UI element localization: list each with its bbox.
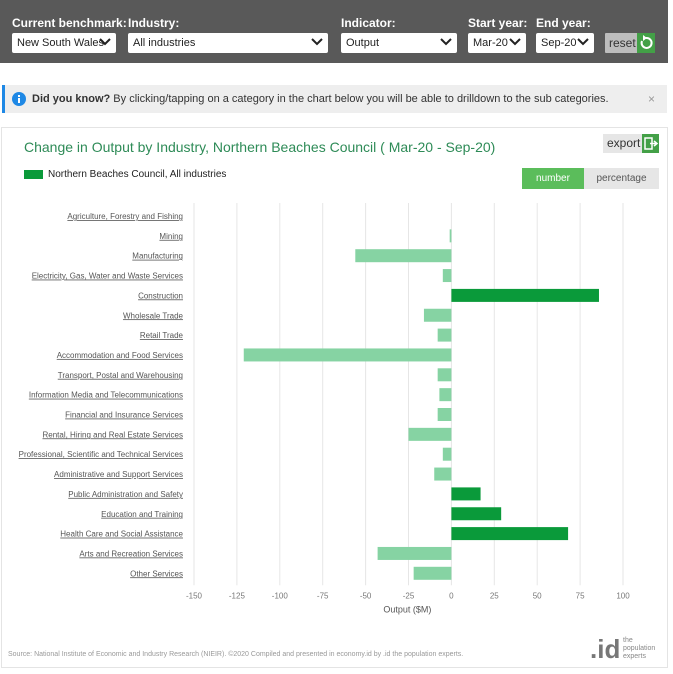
x-tick-label: -50 [360, 591, 372, 600]
bar[interactable] [451, 527, 569, 541]
source-note: Source: National Institute of Economic a… [8, 651, 464, 658]
indicator-label: Indicator: [341, 16, 396, 30]
bar[interactable] [451, 487, 481, 501]
category-label[interactable]: Financial and Insurance Services [65, 411, 183, 420]
percentage-toggle[interactable]: percentage [584, 168, 659, 189]
end-year-value: Sep-20 [541, 37, 577, 49]
category-label[interactable]: Retail Trade [140, 331, 184, 340]
id-logo: .id the population experts [590, 634, 660, 664]
bar[interactable] [451, 288, 599, 302]
bar-chart: -150 -125 -100 -75 -50 -25 0 25 50 75 100 Agricultu… [19, 203, 630, 614]
x-tick-label: 75 [576, 591, 585, 600]
chevron-down-icon [99, 38, 111, 46]
x-tick-label: -100 [272, 591, 289, 600]
export-button[interactable]: export [603, 134, 659, 153]
category-label[interactable]: Agriculture, Forestry and Fishing [67, 212, 183, 221]
indicator-value: Output [346, 37, 380, 49]
bar[interactable] [442, 269, 452, 283]
filter-bar: Current benchmark: New South Wales Indus… [0, 0, 668, 63]
chevron-down-icon [509, 38, 521, 46]
chevron-down-icon [577, 38, 589, 46]
end-year-select[interactable]: Sep-20 [536, 33, 594, 53]
industry-label: Industry: [128, 16, 180, 30]
start-year-label: Start year: [468, 16, 528, 30]
category-label[interactable]: Health Care and Social Assistance [60, 530, 183, 539]
close-icon[interactable]: × [647, 92, 655, 106]
industry-select[interactable]: All industries [128, 33, 328, 53]
end-year-label: End year: [536, 16, 591, 30]
bar[interactable] [442, 447, 452, 461]
bar[interactable] [437, 328, 452, 342]
industry-value: All industries [133, 37, 196, 49]
notice-accent [2, 85, 5, 113]
category-label[interactable]: Education and Training [101, 510, 183, 519]
notice-text: Did you know? By clicking/tapping on a c… [32, 93, 609, 105]
x-axis-title: Output ($M) [383, 604, 431, 614]
bar[interactable] [434, 467, 452, 481]
category-label[interactable]: Information Media and Telecommunications [29, 391, 183, 400]
refresh-icon [637, 33, 655, 53]
x-tick-label: 100 [616, 591, 630, 600]
drilldown-notice: Did you know? By clicking/tapping on a c… [2, 85, 667, 113]
legend-label: Northern Beaches Council, All industries [48, 169, 227, 180]
number-toggle[interactable]: number [522, 168, 584, 189]
bar[interactable] [423, 308, 452, 322]
category-label[interactable]: Wholesale Trade [123, 311, 184, 320]
bar[interactable] [451, 507, 502, 521]
category-label[interactable]: Mining [159, 232, 183, 241]
bar[interactable] [408, 427, 452, 441]
indicator-select[interactable]: Output [341, 33, 457, 53]
x-tick-label: 0 [449, 591, 454, 600]
category-label[interactable]: Other Services [130, 569, 183, 578]
export-label: export [607, 136, 641, 150]
bar[interactable] [437, 368, 452, 382]
x-tick-label: 50 [533, 591, 542, 600]
category-label[interactable]: Accommodation and Food Services [57, 351, 183, 360]
chart-panel [1, 127, 668, 668]
start-year-value: Mar-20 [473, 37, 508, 49]
chevron-down-icon [440, 38, 452, 46]
category-label[interactable]: Transport, Postal and Warehousing [58, 371, 183, 380]
chart-title: Change in Output by Industry, Northern B… [24, 139, 496, 155]
notice-title: Did you know? [32, 93, 111, 105]
x-tick-label: 25 [490, 591, 499, 600]
info-icon [12, 92, 26, 106]
logo-tagline-2: population [623, 645, 655, 652]
category-label[interactable]: Arts and Recreation Services [79, 549, 183, 558]
bar[interactable] [377, 546, 452, 560]
chevron-down-icon [311, 38, 323, 46]
benchmark-select[interactable]: New South Wales [12, 33, 116, 53]
category-label[interactable]: Electricity, Gas, Water and Waste Servic… [32, 272, 183, 281]
bar[interactable] [243, 348, 452, 362]
logo-tagline-3: experts [623, 653, 646, 660]
x-tick-label: -25 [403, 591, 415, 600]
x-tick-label: -75 [317, 591, 329, 600]
logo-mark: .id [590, 634, 620, 662]
reset-label: reset [609, 36, 636, 50]
x-tick-label: -125 [229, 591, 246, 600]
start-year-select[interactable]: Mar-20 [468, 33, 526, 53]
legend-swatch [24, 170, 43, 179]
category-label[interactable]: Rental, Hiring and Real Estate Services [42, 430, 183, 439]
bar[interactable] [437, 408, 452, 421]
category-label[interactable]: Public Administration and Safety [68, 490, 183, 499]
category-label[interactable]: Professional, Scientific and Technical S… [19, 450, 183, 459]
bar[interactable] [449, 229, 452, 243]
export-icon [642, 134, 659, 153]
category-label[interactable]: Construction [138, 291, 183, 300]
notice-body: By clicking/tapping on a category in the… [113, 93, 609, 105]
x-tick-label: -150 [186, 591, 203, 600]
bar[interactable] [355, 249, 452, 263]
benchmark-value: New South Wales [17, 37, 105, 49]
bar[interactable] [413, 566, 452, 580]
category-label[interactable]: Manufacturing [132, 252, 183, 261]
logo-tagline-1: the [623, 637, 633, 644]
reset-button[interactable]: reset [605, 33, 655, 53]
bar[interactable] [439, 388, 452, 402]
category-label[interactable]: Administrative and Support Services [54, 470, 183, 479]
benchmark-label: Current benchmark: [12, 16, 127, 30]
